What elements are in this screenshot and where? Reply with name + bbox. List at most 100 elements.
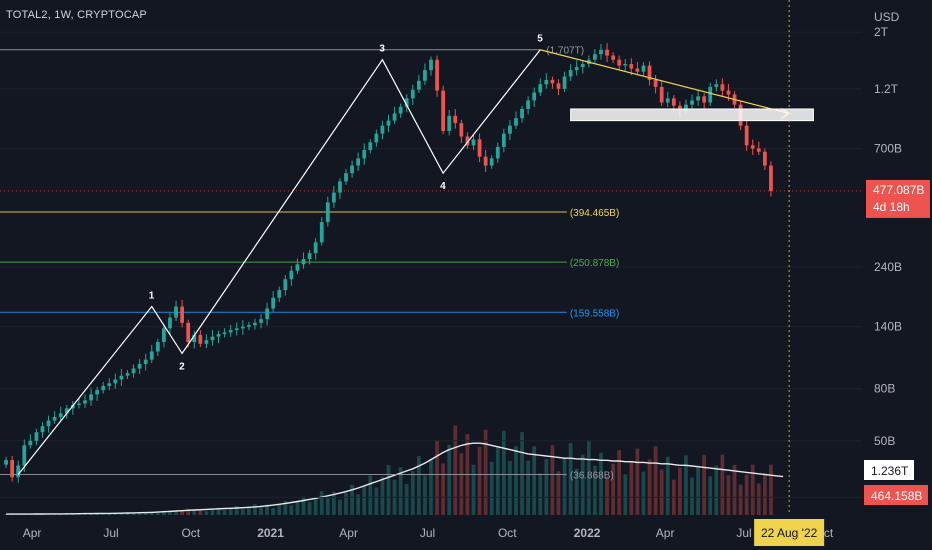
- candle-body: [550, 79, 555, 84]
- candle-body: [514, 118, 518, 126]
- candle-body: [386, 120, 391, 126]
- volume-bar: [447, 444, 452, 515]
- volume-bar: [325, 497, 330, 515]
- candle-body: [501, 133, 506, 147]
- candle-body: [635, 68, 640, 72]
- volume-bar: [216, 507, 221, 515]
- candle-body: [131, 368, 136, 374]
- candle-body: [617, 59, 622, 66]
- time-tick-label: Apr: [23, 526, 42, 540]
- candle-body: [453, 115, 458, 124]
- volume-bar: [192, 510, 197, 515]
- volume-bar: [769, 464, 773, 515]
- time-tick-label: Apr: [656, 526, 675, 540]
- candle-body: [295, 264, 300, 271]
- candle-body: [58, 413, 63, 417]
- volume-bar: [253, 504, 257, 515]
- time-tick-label: 2021: [257, 526, 284, 540]
- candle-body: [398, 106, 403, 114]
- volume-bar: [611, 463, 615, 515]
- volume-bar: [471, 464, 476, 515]
- volume-bar: [331, 491, 336, 515]
- level-label: (394.465B): [570, 208, 619, 219]
- volume-bar: [726, 475, 731, 515]
- candle-body: [471, 139, 476, 146]
- candle-body: [222, 332, 227, 335]
- volume-bar: [544, 458, 549, 515]
- volume-bar: [574, 468, 579, 515]
- candle-body: [508, 125, 512, 134]
- candle-body: [168, 317, 172, 329]
- candle-body: [40, 426, 45, 433]
- candle-body: [77, 403, 81, 406]
- volume-ma-badge-bg: [864, 460, 914, 480]
- candle-body: [95, 390, 100, 395]
- volume-bar: [277, 504, 282, 515]
- candle-body: [489, 158, 494, 166]
- candle-body: [83, 400, 87, 404]
- volume-bar: [744, 474, 749, 515]
- candle-body: [750, 145, 755, 149]
- volume-bar: [283, 501, 288, 515]
- axis-unit-label: USD: [874, 10, 900, 24]
- volume-bar: [762, 473, 767, 515]
- volume-bar: [70, 514, 75, 515]
- candle-body: [653, 79, 658, 87]
- volume-bar: [180, 510, 184, 515]
- candle-body: [526, 100, 531, 109]
- candle-body: [696, 96, 700, 101]
- volume-bar: [641, 471, 646, 515]
- countdown-badge: 4d 18h: [873, 200, 910, 214]
- volume-bar: [386, 465, 391, 515]
- volume-bar: [398, 467, 403, 515]
- candle-body: [574, 67, 579, 71]
- elliott-wave-line: [17, 49, 541, 475]
- volume-bar: [89, 513, 93, 515]
- candle-body: [556, 83, 561, 89]
- candle-body: [240, 326, 245, 329]
- candle-body: [671, 98, 676, 106]
- candle-body: [641, 65, 646, 72]
- volume-bar: [186, 508, 191, 515]
- volume-bar: [410, 471, 415, 515]
- volume-bar: [738, 484, 743, 515]
- volume-bar: [416, 456, 421, 515]
- axes-layer: USD2T1.2T700B240B140B80B50B30B477.087B4d…: [23, 0, 932, 550]
- time-tick-label: 2022: [574, 526, 601, 540]
- volume-bar: [380, 476, 385, 515]
- candle-body: [356, 158, 361, 166]
- wave-label: 2: [179, 361, 185, 372]
- candle-body: [216, 334, 221, 337]
- volume-bar: [240, 508, 245, 515]
- candle-body: [234, 328, 239, 330]
- candle-body: [137, 364, 142, 369]
- time-tick-label: Apr: [339, 526, 358, 540]
- volume-bar: [265, 504, 269, 515]
- candle-body: [568, 70, 573, 77]
- volume-bar: [313, 497, 318, 515]
- candle-body: [301, 259, 306, 265]
- candle-body: [186, 322, 191, 342]
- volume-bar: [665, 456, 670, 515]
- candle-body: [362, 150, 367, 159]
- candle-body: [174, 306, 178, 318]
- candle-body: [762, 151, 767, 166]
- candle-body: [265, 308, 269, 320]
- candle-body: [16, 465, 21, 478]
- candle-body: [647, 65, 652, 80]
- volume-bar: [580, 454, 585, 515]
- trend-line: [540, 49, 790, 115]
- time-tick-label: Jul: [420, 526, 435, 540]
- support-zone: [570, 108, 814, 122]
- volume-bar: [568, 443, 573, 515]
- candle-body: [678, 105, 682, 112]
- candle-body: [538, 84, 543, 93]
- volume-bar: [374, 487, 379, 515]
- cursor-date-badge-bg: [754, 519, 825, 546]
- volume-bar: [168, 510, 172, 515]
- volume-bar: [404, 484, 409, 515]
- candle-body: [101, 385, 106, 391]
- volume-bar: [684, 455, 688, 515]
- volume-bar: [647, 459, 652, 515]
